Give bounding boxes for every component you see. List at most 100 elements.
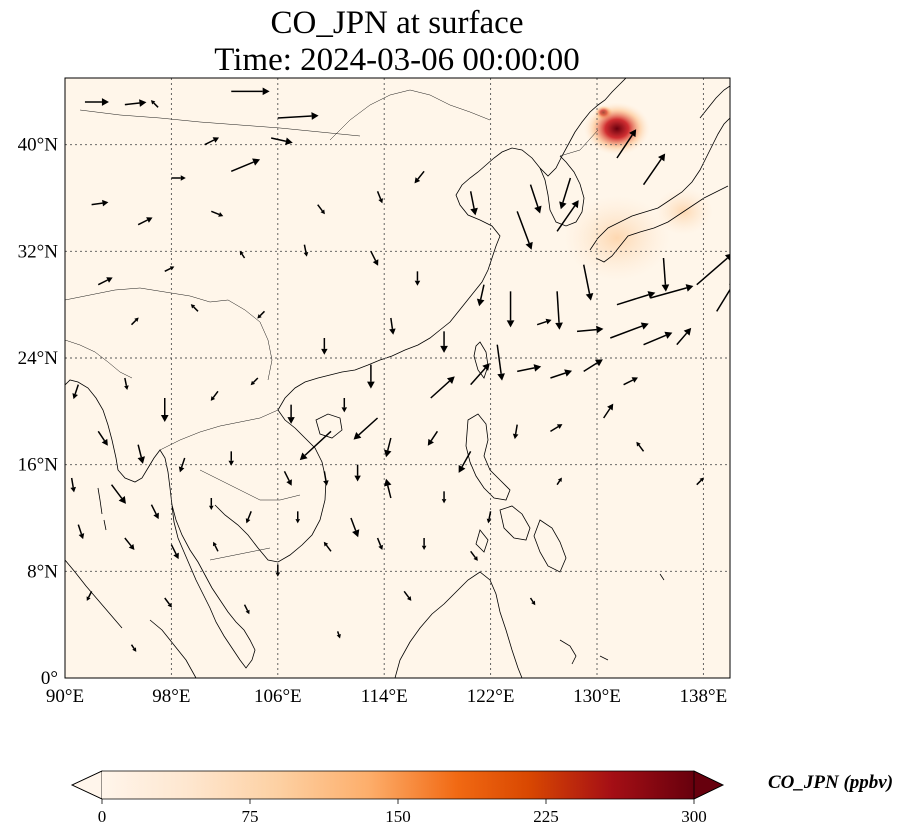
wind-arrow	[441, 491, 447, 504]
wind-arrow-head	[124, 385, 129, 390]
wind-arrow-shaft	[97, 430, 106, 442]
wind-arrow-head	[556, 424, 563, 429]
wind-arrow	[384, 437, 392, 458]
wind-arrow	[496, 344, 505, 381]
wind-arrow	[171, 175, 186, 181]
wind-arrow	[458, 450, 472, 473]
wind-arrow-head	[506, 320, 515, 328]
latitude-tick-label: 24°N	[18, 348, 59, 369]
wind-arrow-shaft	[153, 102, 159, 108]
colorbar-label: CO_JPN (ppbv)	[768, 772, 893, 793]
wind-arrow-head	[476, 298, 485, 307]
wind-arrow-head	[367, 381, 375, 389]
wind-arrow-head	[106, 277, 113, 283]
wind-arrow-shaft	[180, 457, 186, 468]
wind-arrow	[323, 541, 332, 552]
wind-arrow	[636, 441, 645, 452]
wind-arrow	[661, 257, 670, 292]
wind-arrow-shaft	[516, 211, 530, 244]
wind-arrow-head	[699, 477, 704, 482]
latitude-tick-label: 32°N	[18, 241, 59, 262]
wind-arrow-head	[178, 466, 185, 473]
concentration-field	[563, 102, 713, 281]
wind-arrow-head	[275, 572, 281, 577]
wind-arrow	[283, 470, 292, 486]
wind-arrow	[130, 644, 137, 652]
wind-arrow	[130, 317, 139, 326]
colorbar-tick-label: 300	[681, 807, 707, 826]
wind-arrow-head	[102, 199, 109, 207]
wind-arrow	[469, 191, 478, 216]
wind-arrow-head	[286, 479, 292, 486]
wind-arrow	[164, 266, 175, 273]
wind-arrow-head	[372, 259, 379, 266]
wind-arrow	[124, 377, 129, 390]
wind-arrow-shaft	[461, 450, 472, 468]
wind-arrow-shaft	[170, 544, 177, 555]
wind-arrow-head	[458, 464, 466, 473]
wind-arrow-head	[137, 456, 145, 464]
wind-arrow-head	[636, 441, 641, 447]
wind-arrow	[440, 331, 448, 353]
wind-arrow-head	[132, 647, 137, 652]
wind-arrow-head	[571, 200, 579, 209]
wind-arrow	[190, 304, 199, 312]
wind-arrow-head	[427, 438, 434, 446]
wind-arrow	[354, 464, 361, 482]
wind-arrow	[287, 404, 295, 424]
wind-arrow-shaft	[150, 504, 157, 515]
co-hotspot	[583, 102, 651, 156]
wind-arrow-head	[389, 328, 396, 335]
wind-arrow	[341, 398, 348, 413]
wind-arrow-shaft	[556, 291, 560, 323]
wind-arrow	[414, 271, 421, 286]
wind-arrow-head	[70, 486, 76, 493]
wind-arrow	[389, 317, 396, 335]
wind-arrow	[317, 204, 325, 215]
wind-arrow-head	[486, 518, 492, 524]
wind-arrow-head	[594, 359, 603, 367]
wind-arrow	[427, 430, 439, 446]
wind-arrow-shaft	[623, 379, 634, 386]
wind-arrow	[403, 590, 412, 601]
wind-arrow-shaft	[403, 590, 410, 599]
wind-arrow	[160, 398, 169, 422]
wind-arrow-head	[218, 212, 224, 217]
wind-arrow	[643, 331, 673, 346]
wind-arrow-head	[683, 327, 692, 336]
wind-arrow-shaft	[550, 426, 559, 432]
wind-arrow	[295, 511, 301, 524]
wind-arrow-shaft	[252, 377, 259, 383]
wind-arrow-shaft	[204, 139, 215, 146]
latitude-tick-label: 40°N	[18, 135, 59, 156]
wind-arrow-shaft	[529, 597, 534, 603]
title-line2: Time: 2024-03-06 00:00:00	[214, 42, 579, 78]
wind-arrow-shaft	[137, 219, 148, 226]
wind-arrow-shaft	[124, 377, 128, 386]
wind-arrow-shaft	[241, 253, 246, 259]
wind-arrow-head	[323, 480, 329, 486]
wind-arrow-shaft	[214, 544, 219, 552]
wind-arrow	[610, 322, 649, 339]
wind-arrow-shaft	[514, 424, 518, 435]
wind-arrow	[350, 517, 360, 538]
wind-arrow	[270, 137, 293, 146]
longitude-tick-label: 106°E	[254, 686, 302, 707]
wind-arrow	[124, 537, 135, 550]
wind-arrow-shaft	[317, 204, 323, 212]
wind-arrow	[529, 597, 536, 606]
wind-arrow-head	[545, 318, 552, 325]
wind-arrow-head	[631, 377, 638, 383]
wind-arrow-head	[629, 129, 637, 138]
wind-arrow	[512, 424, 519, 440]
wind-arrow	[245, 511, 252, 524]
wind-arrow	[421, 538, 427, 550]
colorbar-tick-label: 75	[242, 807, 259, 826]
wind-arrow-shaft	[562, 177, 572, 203]
wind-arrow	[150, 504, 159, 520]
wind-arrow-shaft	[211, 210, 220, 216]
wind-arrow-shaft	[662, 257, 667, 285]
wind-arrow-shaft	[642, 158, 662, 186]
wind-arrow-shaft	[470, 550, 476, 559]
wind-arrow-shaft	[517, 367, 535, 373]
